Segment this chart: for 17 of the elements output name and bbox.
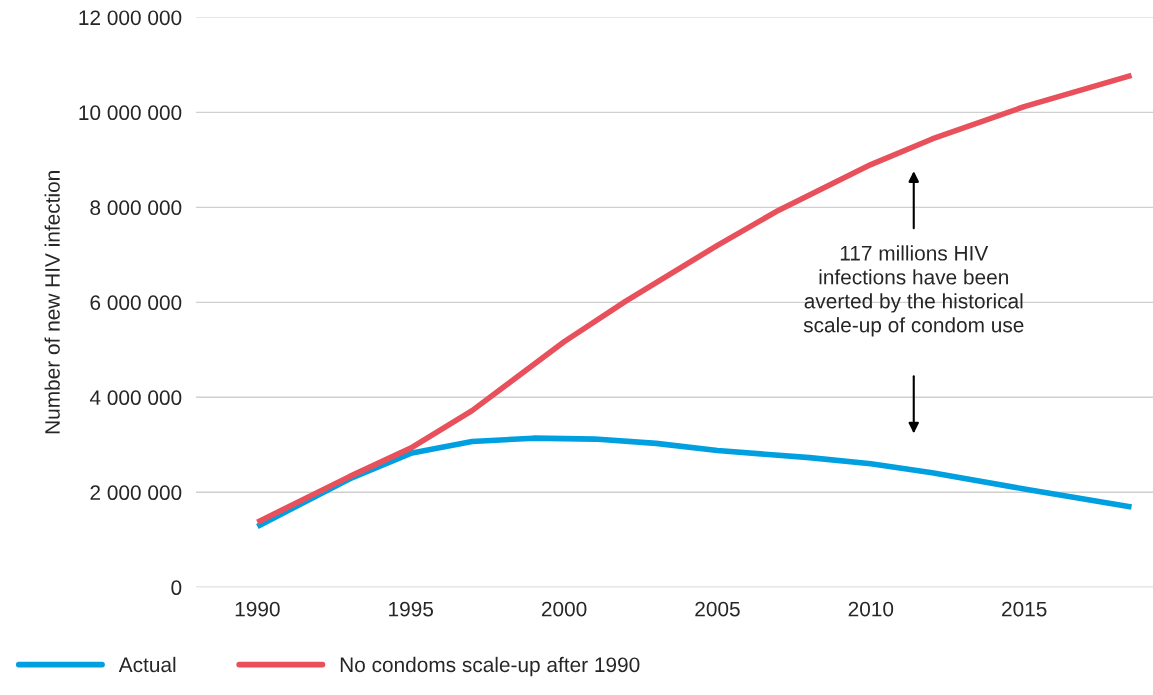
y-tick-label: 8 000 000 bbox=[90, 200, 182, 216]
y-tick-label: 10 000 000 bbox=[79, 105, 182, 121]
x-tick-label: 2010 bbox=[848, 601, 894, 617]
x-tick-label: 2015 bbox=[1002, 601, 1047, 617]
y-axis-title: Number of new HIV infection bbox=[44, 171, 60, 434]
y-tick-label: 6 000 000 bbox=[90, 295, 182, 311]
annotation: 117 millions HIV infections have been averted by the historical scale-up of condom use bbox=[803, 245, 1024, 337]
y-tick-label: 0 bbox=[171, 580, 182, 596]
x-tick-label: 2005 bbox=[695, 601, 740, 617]
y-tick-label: 12 000 000 bbox=[79, 10, 182, 26]
legend-label: Actual bbox=[118, 656, 176, 673]
legend-label: No condoms scale-up after 1990 bbox=[340, 656, 640, 677]
x-tick-label: 1995 bbox=[389, 601, 434, 617]
y-tick-label: 4 000 000 bbox=[89, 390, 182, 406]
x-tick-label: 1990 bbox=[235, 601, 280, 617]
y-tick-label: 2 000 000 bbox=[90, 485, 182, 501]
x-tick-label: 2000 bbox=[541, 601, 587, 617]
